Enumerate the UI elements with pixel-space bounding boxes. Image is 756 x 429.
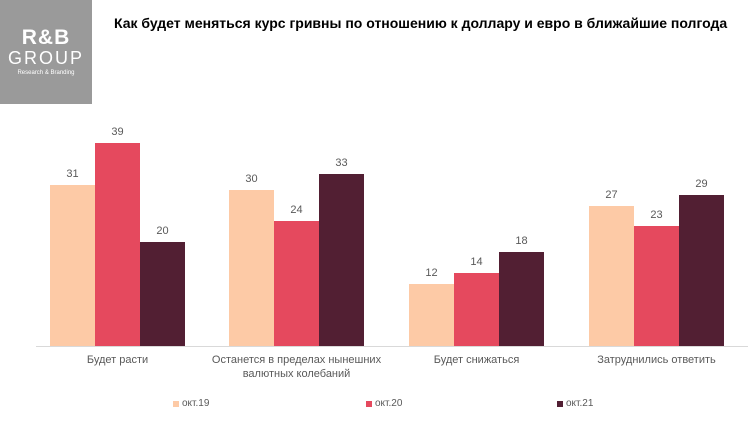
bar-окт-20-cat-4 (634, 226, 679, 346)
data-label: 20 (156, 225, 169, 237)
bar-окт-21-cat-3 (499, 252, 544, 346)
bar-окт-20-cat-1 (95, 143, 140, 346)
category-label: Затруднились ответить (562, 353, 752, 367)
legend-item-окт-21: окт.21 (557, 398, 593, 409)
bar-окт-19-cat-3 (409, 283, 454, 346)
legend-swatch (173, 400, 179, 407)
category-label-line: Будет снижаться (433, 354, 520, 366)
legend-label: окт.19 (182, 398, 210, 409)
category-label-line: Будет расти (86, 354, 149, 366)
category-label: Останется в пределах нынешних валютных ко… (202, 353, 392, 381)
data-label: 18 (515, 235, 528, 248)
chart-title: Как будет меняться курс гривны по отноше… (114, 15, 728, 31)
brand-logo: R&B GROUP Research & Branding (0, 0, 92, 104)
legend-item-окт-19: окт.19 (173, 398, 209, 409)
category-label-line: Останется в пределах нынешних (211, 354, 382, 366)
data-label: 31 (66, 167, 79, 180)
category-label: Будет снижаться (382, 353, 572, 367)
legend-swatch (366, 400, 372, 407)
legend-item-окт-20: окт.20 (366, 398, 402, 409)
category-label-line: Затруднились ответить (597, 354, 716, 366)
bar-окт-19-cat-1 (50, 184, 95, 346)
bar-окт-19-cat-2 (229, 190, 274, 346)
category-label: Будет расти (23, 353, 213, 367)
bar-окт-21-cat-1 (140, 242, 185, 346)
data-label: 23 (650, 209, 663, 222)
data-label: 29 (695, 178, 708, 191)
bar-окт-21-cat-4 (679, 195, 724, 346)
logo-tagline: Research & Branding (17, 69, 75, 76)
data-label: 33 (335, 157, 348, 170)
category-label-line: валютных колебаний (242, 368, 351, 380)
bar-окт-20-cat-2 (274, 221, 319, 346)
bar-окт-21-cat-2 (319, 174, 364, 346)
data-label: 27 (605, 188, 618, 201)
logo-sub-text: GROUP (7, 47, 84, 68)
bar-окт-20-cat-3 (454, 273, 499, 346)
bar-окт-19-cat-4 (589, 205, 634, 346)
data-label: 30 (245, 173, 258, 185)
data-label: 14 (470, 256, 483, 269)
x-axis-line (36, 346, 748, 347)
logo-main-text: R&B (21, 25, 71, 49)
data-label: 39 (111, 126, 124, 139)
legend-swatch (557, 400, 563, 407)
data-label: 24 (290, 204, 303, 217)
data-label: 12 (425, 266, 438, 279)
legend-label: окт.20 (375, 398, 403, 409)
legend-label: окт.21 (566, 398, 594, 409)
